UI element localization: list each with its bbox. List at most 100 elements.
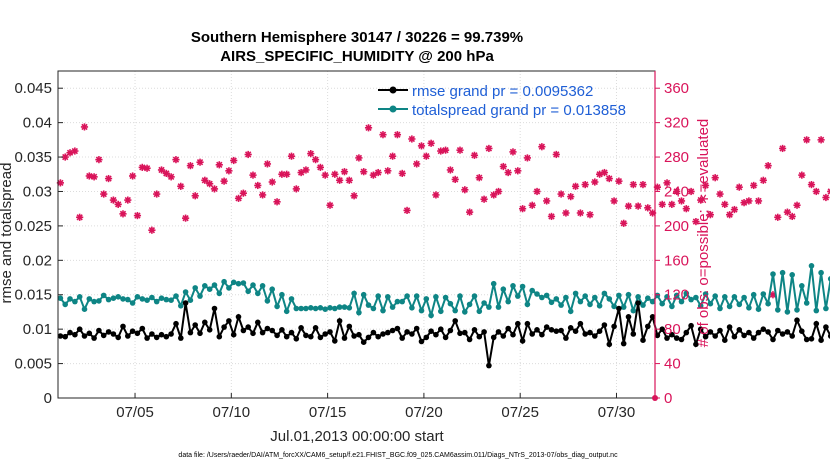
- obs-count-marker: [466, 208, 474, 216]
- totalspread-point: [308, 305, 314, 311]
- rmse-point: [370, 329, 377, 336]
- rmse-point: [524, 320, 531, 327]
- obs-count-marker: [759, 176, 767, 184]
- totalspread-point: [341, 304, 348, 310]
- rmse-point: [283, 333, 290, 340]
- rmse-point: [399, 335, 406, 341]
- obs-count-marker: [754, 197, 763, 205]
- rmse-point: [312, 325, 319, 331]
- obs-count-marker: [788, 212, 796, 221]
- rmse-point: [216, 333, 223, 340]
- rmse-point: [418, 338, 425, 345]
- rmse-point: [322, 331, 329, 337]
- totalspread-point: [789, 272, 795, 278]
- totalspread-point: [105, 296, 112, 303]
- totalspread-point: [211, 282, 218, 288]
- totalspread-point: [240, 280, 247, 286]
- right-y-tick-label: 280: [664, 149, 689, 166]
- obs-count-marker: [687, 187, 695, 196]
- obs-count-marker: [470, 151, 479, 159]
- left-y-tick-label: 0.04: [23, 115, 52, 132]
- totalspread-point: [510, 283, 516, 289]
- rmse-point: [534, 327, 540, 333]
- totalspread-point: [524, 301, 531, 308]
- totalspread-point: [178, 303, 184, 309]
- totalspread-point: [360, 291, 367, 298]
- left-y-tick-label: 0.045: [14, 80, 52, 97]
- totalspread-point: [380, 307, 386, 314]
- rmse-point: [736, 327, 743, 333]
- rmse-point: [693, 341, 699, 348]
- totalspread-point: [418, 307, 425, 314]
- rmse-point: [380, 331, 386, 337]
- obs-count-marker: [302, 166, 310, 174]
- totalspread-point: [683, 290, 690, 297]
- totalspread-point: [794, 307, 800, 313]
- rmse-point: [486, 362, 492, 369]
- totalspread-point: [163, 296, 170, 303]
- totalspread-point: [678, 298, 685, 305]
- obs-count-marker: [100, 190, 108, 198]
- left-y-tick-label: 0: [44, 390, 52, 407]
- x-axis-label: Jul.01,2013 00:00:00 start: [270, 428, 444, 445]
- obs-count-marker: [446, 166, 454, 174]
- totalspread-point: [317, 305, 324, 311]
- rmse-point: [57, 333, 64, 339]
- totalspread-point: [442, 294, 449, 301]
- obs-count-marker: [576, 209, 584, 217]
- rmse-point: [471, 327, 478, 333]
- rmse-point: [823, 324, 829, 330]
- totalspread-point: [567, 308, 574, 315]
- obs-count-marker: [697, 196, 705, 204]
- obs-count-marker: [721, 200, 729, 208]
- rmse-point: [206, 327, 213, 333]
- totalspread-point: [269, 286, 276, 293]
- obs-count-marker: [114, 200, 122, 208]
- obs-count-marker: [104, 174, 113, 183]
- totalspread-point: [264, 298, 271, 304]
- totalspread-point: [688, 296, 694, 303]
- totalspread-point: [279, 291, 285, 298]
- rmse-point: [673, 335, 680, 341]
- rmse-point: [346, 323, 353, 330]
- totalspread-point: [187, 297, 194, 304]
- obs-count-marker: [191, 192, 199, 200]
- totalspread-point: [245, 288, 251, 295]
- totalspread-point: [611, 303, 617, 310]
- obs-count-marker: [374, 168, 382, 177]
- obs-count-marker: [726, 211, 734, 219]
- totalspread-point: [775, 307, 781, 313]
- obs-count-marker: [157, 166, 166, 174]
- totalspread-point: [158, 295, 165, 302]
- obs-count-marker: [326, 201, 334, 209]
- obs-count-marker: [239, 189, 247, 197]
- totalspread-point: [486, 304, 492, 310]
- left-y-tick-label: 0.01: [23, 321, 52, 338]
- obs-count-marker: [552, 150, 560, 159]
- obs-count-marker: [533, 187, 541, 196]
- totalspread-point: [197, 293, 203, 299]
- totalspread-point: [697, 303, 704, 309]
- rmse-point: [447, 327, 454, 334]
- totalspread-point: [428, 312, 434, 319]
- obs-count-marker: [567, 193, 575, 201]
- totalspread-point: [259, 283, 266, 289]
- totalspread-point: [654, 292, 661, 299]
- rmse-point: [606, 341, 613, 348]
- rmse-point: [669, 331, 675, 338]
- totalspread-point: [563, 294, 569, 301]
- rmse-point: [394, 325, 401, 332]
- obs-count-marker: [620, 219, 628, 227]
- obs-count-marker: [750, 181, 758, 190]
- obs-count-marker: [605, 174, 613, 183]
- obs-count-marker: [254, 181, 262, 190]
- rmse-point: [187, 329, 194, 336]
- obs-count-marker: [379, 131, 387, 139]
- rmse-point: [100, 332, 107, 339]
- obs-count-marker: [71, 147, 79, 155]
- totalspread-point: [770, 271, 776, 277]
- totalspread-point: [120, 296, 126, 302]
- ticks: 07/05 07/10 07/15 07/20 07/25 07/30 0 0.005 0.01…: [14, 71, 689, 421]
- totalspread-point: [91, 298, 97, 305]
